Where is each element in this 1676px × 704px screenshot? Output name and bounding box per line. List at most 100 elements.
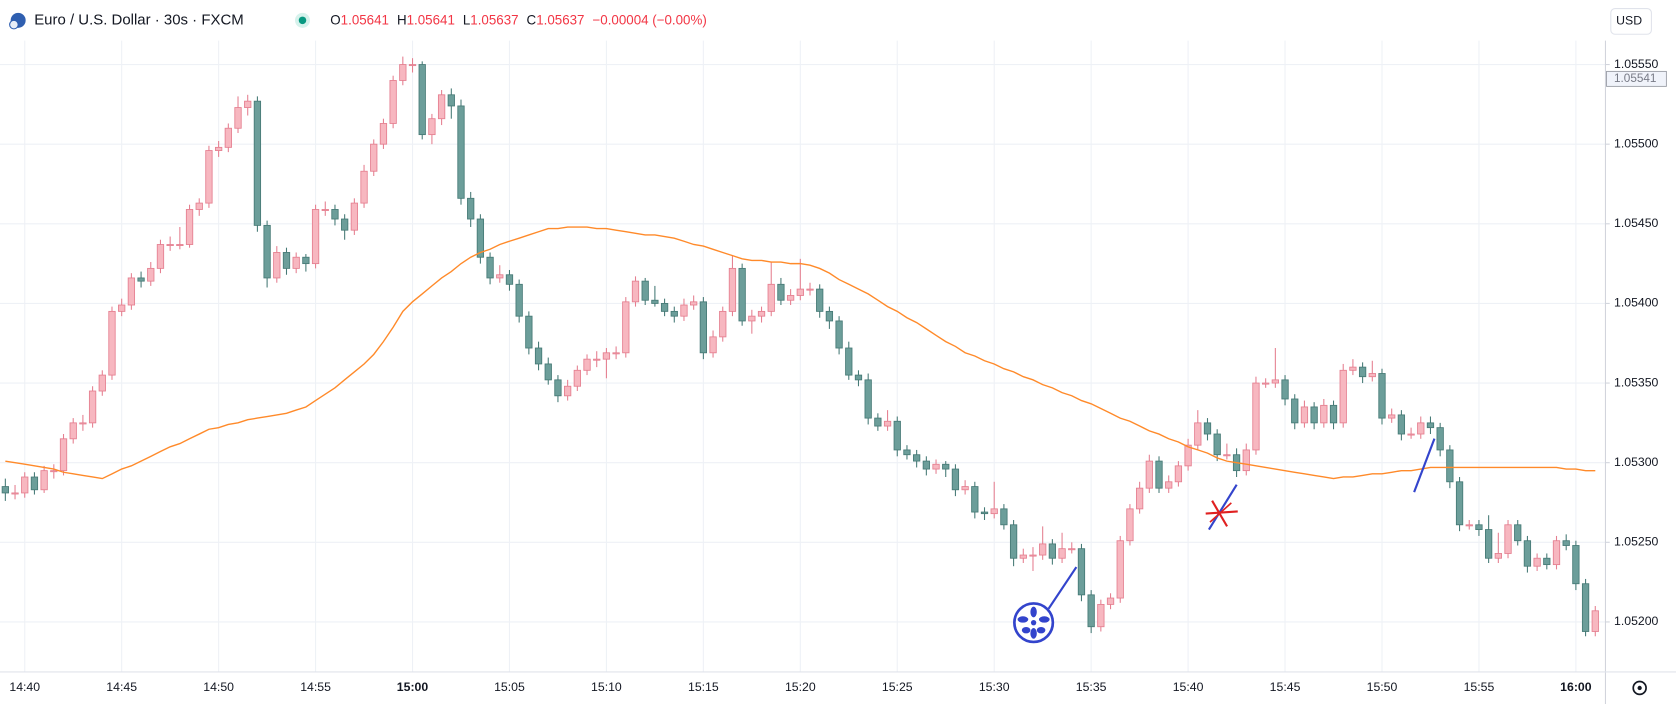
candle-body	[40, 470, 48, 491]
candle-body	[321, 209, 329, 211]
candle-body	[525, 315, 533, 349]
ohlc-key: C	[527, 12, 537, 27]
candle-body	[1591, 610, 1599, 632]
x-tick-label: 15:10	[591, 680, 622, 694]
candle-body	[1223, 454, 1231, 457]
x-tick-label: 15:20	[785, 680, 816, 694]
y-tick-label: 1.05500	[1614, 136, 1659, 150]
candle-body	[127, 277, 136, 306]
grid	[0, 40, 1606, 672]
candle-body	[893, 420, 901, 451]
status-dot	[298, 16, 307, 25]
currency-button-frame[interactable]	[1610, 8, 1652, 35]
candle-body	[534, 347, 543, 365]
candle-body	[1135, 487, 1144, 510]
settings-button[interactable]	[1632, 680, 1647, 696]
candle-body	[883, 420, 892, 427]
x-tick-label: 15:15	[688, 680, 719, 694]
x-tick-label: 15:50	[1367, 680, 1398, 694]
drawing-brush[interactable]	[1013, 566, 1078, 644]
candle-body	[1426, 422, 1435, 429]
candle-body	[631, 280, 640, 303]
candle-body	[1358, 366, 1367, 378]
candle-body	[1543, 557, 1551, 566]
last-price-box	[1606, 70, 1667, 87]
moving-average	[5, 226, 1596, 480]
candle-body	[980, 511, 989, 515]
candle-body	[709, 336, 717, 354]
candle-body	[777, 283, 785, 301]
candle-body	[437, 94, 446, 120]
candle-body	[874, 417, 882, 427]
candle-body	[418, 64, 426, 136]
candle-body	[1349, 366, 1357, 371]
last-price-label: 1.05541	[1614, 72, 1656, 85]
candle-body	[680, 304, 688, 317]
candle-body	[1126, 508, 1134, 542]
candle-body	[786, 295, 795, 301]
candle-body	[903, 449, 911, 456]
candle-body	[728, 267, 737, 312]
candle-body	[1455, 481, 1464, 526]
candle-body	[660, 302, 669, 312]
candle-body	[951, 468, 960, 491]
candle-body	[1523, 540, 1532, 567]
candle-body	[854, 374, 863, 381]
candle-body	[748, 315, 756, 322]
candle-body	[738, 267, 746, 322]
candle-body	[11, 492, 19, 495]
ohlc-value: 1.05637	[536, 12, 584, 27]
candle-body	[1417, 422, 1425, 435]
candle-body	[98, 374, 106, 392]
candle-body	[166, 244, 174, 247]
chart-title: Euro / U.S. Dollar · 30s · FXCM	[34, 11, 244, 28]
candle-body	[505, 274, 514, 285]
candle-body	[244, 100, 252, 108]
candle-body	[399, 64, 407, 81]
x-tick-label: 14:55	[300, 680, 331, 694]
currency-label[interactable]: USD	[1616, 14, 1642, 28]
drawing-cross[interactable]	[1205, 484, 1238, 531]
candle-body	[341, 218, 349, 231]
currency-button[interactable]: USD	[1610, 8, 1652, 35]
candle-body	[1242, 449, 1250, 472]
candle-body	[1514, 524, 1522, 542]
candle-body	[118, 304, 126, 312]
x-tick-label: 14:40	[9, 680, 40, 694]
candle-body	[825, 310, 834, 322]
candle-body	[1533, 557, 1541, 567]
candle-body	[1388, 414, 1396, 419]
candle-body	[195, 202, 203, 210]
candle-body	[1475, 524, 1483, 530]
candle-body	[137, 277, 145, 282]
candle-body	[30, 476, 39, 491]
y-tick-label: 1.05400	[1614, 296, 1659, 310]
drawing-line[interactable]	[1413, 438, 1436, 493]
ohlc-key: O	[330, 12, 340, 27]
candle-body	[234, 107, 242, 129]
x-tick-label: 16:00	[1560, 680, 1592, 694]
x-tick-label: 15:55	[1464, 680, 1495, 694]
x-tick-label: 15:00	[397, 680, 429, 694]
candle-body	[408, 64, 417, 67]
candle-body	[1087, 594, 1095, 628]
candle-body	[1339, 369, 1347, 424]
candle-body	[971, 486, 979, 513]
ohlc-key: H	[397, 12, 407, 27]
x-tick-label: 15:05	[494, 680, 525, 694]
candle-body	[1029, 554, 1037, 557]
ohlc-value: 1.05637	[470, 12, 518, 27]
candle-body	[1184, 444, 1192, 467]
candle-body	[1504, 524, 1512, 554]
candle-body	[1116, 540, 1124, 599]
y-tick-label: 1.05300	[1614, 455, 1659, 469]
candle-body	[253, 100, 262, 226]
candle-body	[1378, 373, 1386, 419]
x-tick-label: 15:30	[979, 680, 1010, 694]
candle-body	[845, 347, 853, 376]
candle-body	[1000, 508, 1008, 526]
candle-body	[1562, 540, 1570, 546]
candle-body	[1145, 460, 1153, 489]
candle-body	[311, 209, 320, 265]
